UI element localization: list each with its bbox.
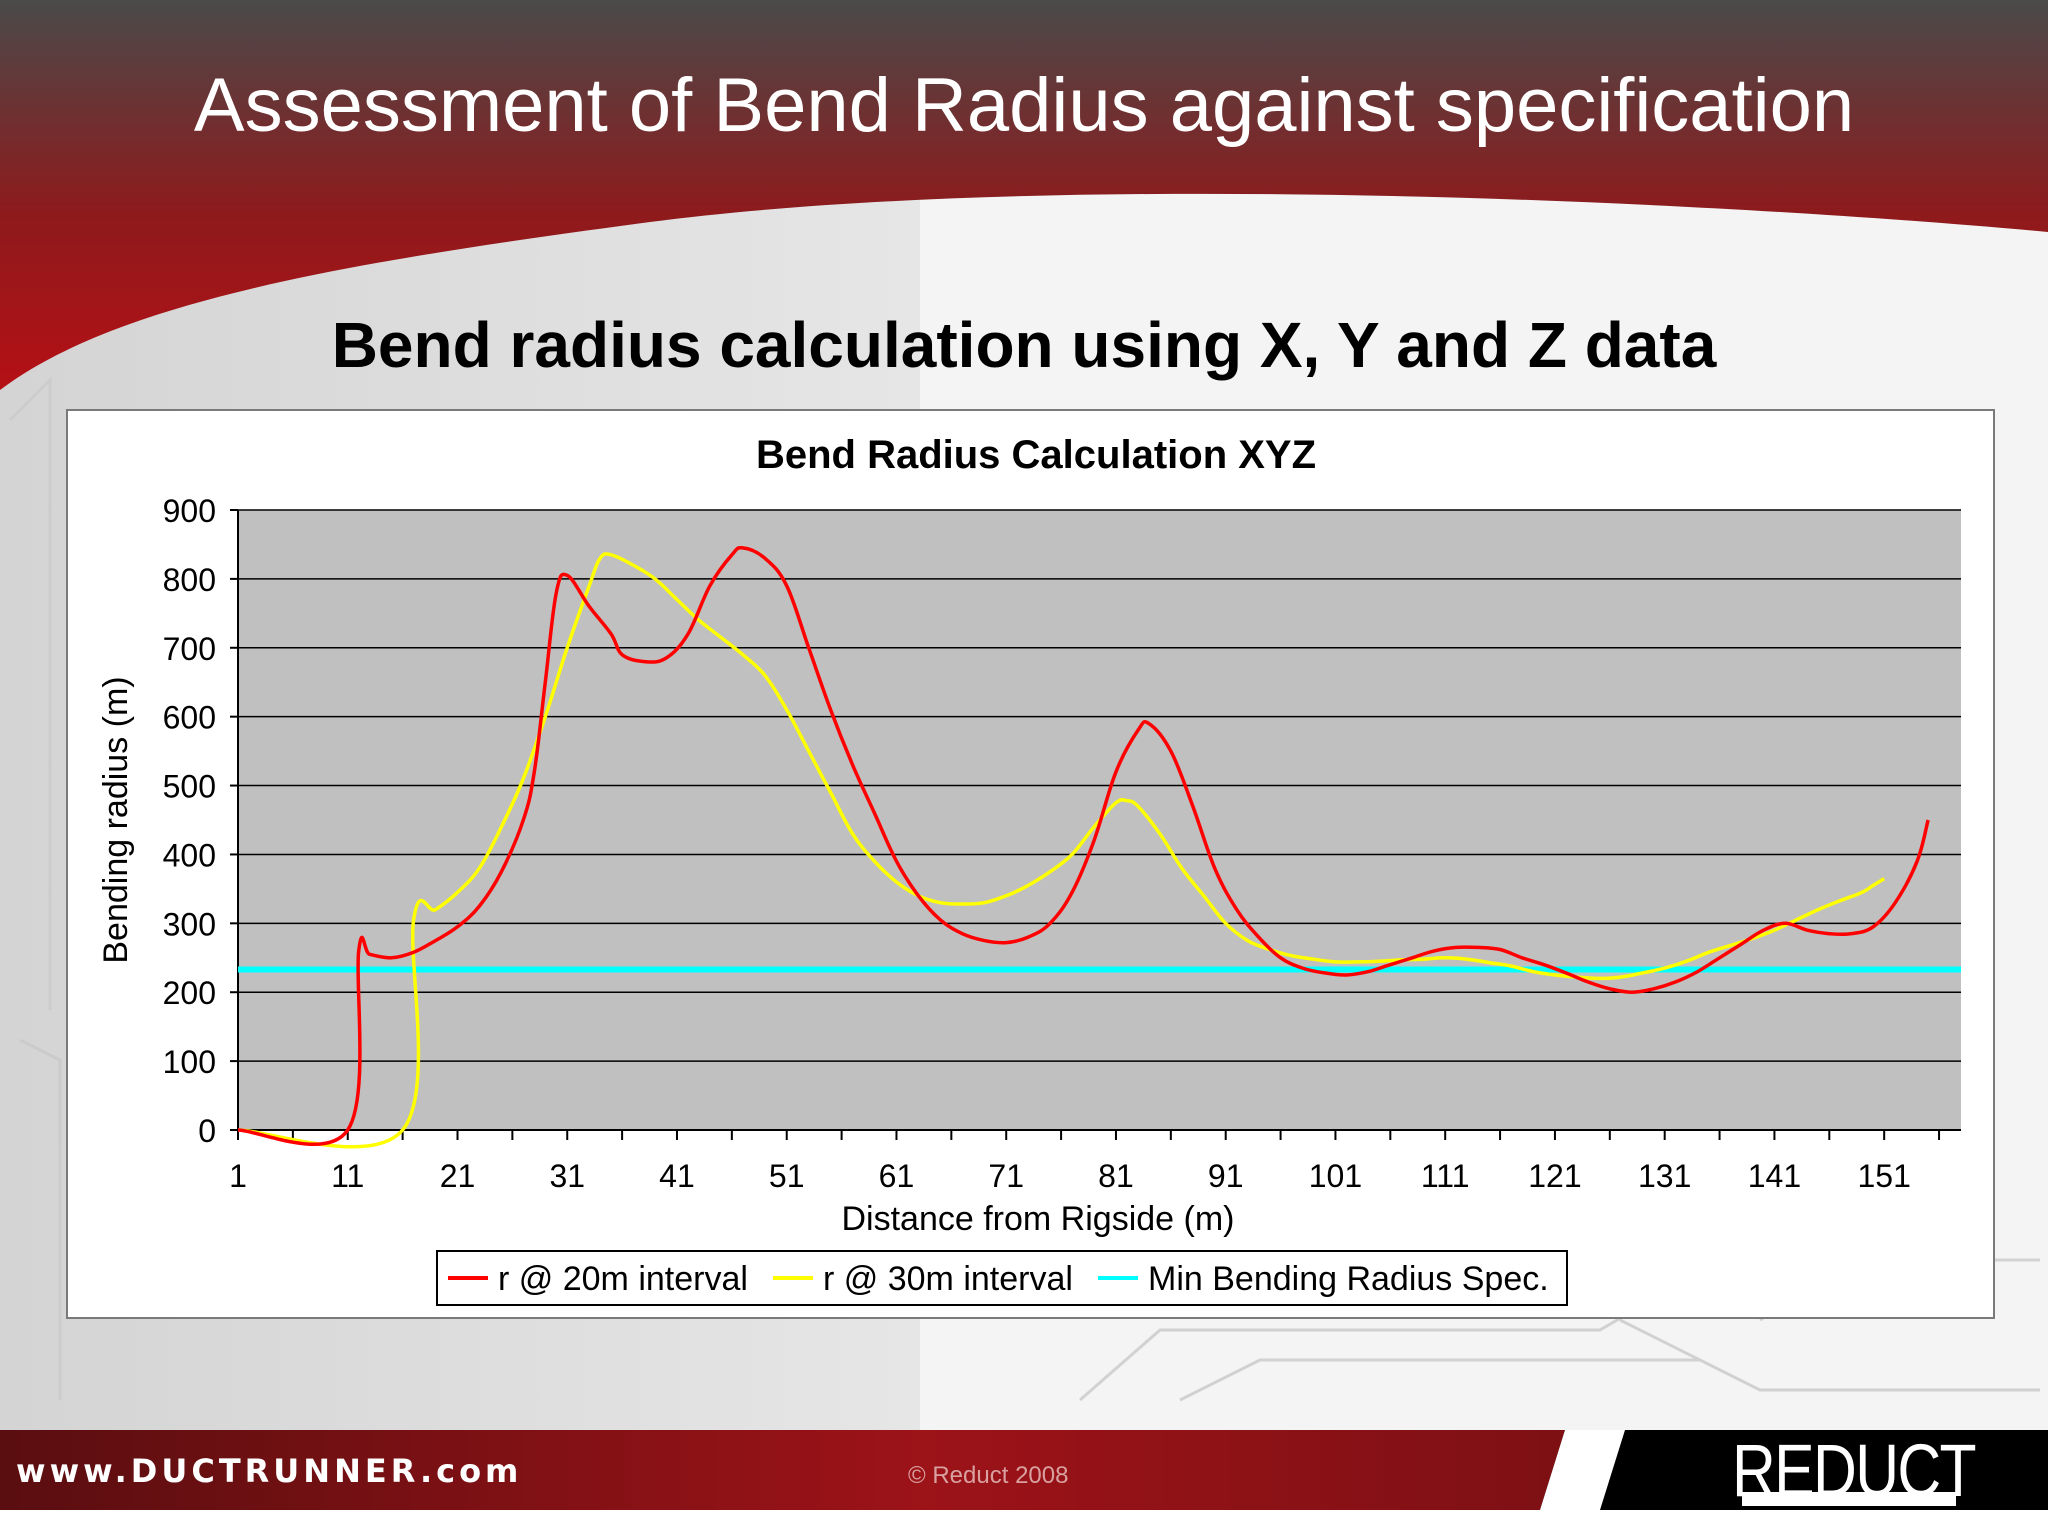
bend-radius-chart: Bend Radius Calculation XYZ 0 100 200 300 40… (97, 433, 1961, 1306)
y-tick-label: 400 (163, 837, 216, 873)
footer-website[interactable]: www.DUCTRUNNER.com (16, 1452, 523, 1490)
x-tick-label: 101 (1309, 1158, 1362, 1194)
x-tick-label: 141 (1748, 1158, 1801, 1194)
legend-label-20m: r @ 20m interval (498, 1260, 748, 1298)
y-axis-label: Bending radius (m) (97, 676, 135, 963)
y-tick-label: 600 (163, 700, 216, 736)
x-tick-label: 1 (229, 1158, 247, 1194)
series-line-20m (237, 545, 1930, 1147)
series-line-30m (237, 552, 1886, 1149)
x-tick-label: 81 (1098, 1158, 1134, 1194)
x-tick-label: 131 (1638, 1158, 1691, 1194)
x-tick-label: 111 (1421, 1158, 1470, 1194)
slide-subtitle: Bend radius calculation using X, Y and Z… (331, 309, 1717, 381)
x-tick-label: 21 (440, 1158, 476, 1194)
x-tick-label: 31 (549, 1158, 585, 1194)
chart-legend: r @ 20m interval r @ 30m interval Min Be… (436, 1250, 1568, 1306)
chart-title: Bend Radius Calculation XYZ (756, 433, 1316, 477)
y-tick-label: 100 (163, 1044, 216, 1080)
y-tick-label: 500 (163, 769, 216, 805)
slide-title: Assessment of Bend Radius against specif… (193, 63, 1855, 148)
legend-box (436, 1250, 1568, 1306)
x-tick-label: 41 (659, 1158, 695, 1194)
x-tick-label: 51 (769, 1158, 805, 1194)
y-tick-label: 700 (163, 631, 216, 667)
legend-label-spec: Min Bending Radius Spec. (1148, 1260, 1549, 1298)
chart-container: Bend Radius Calculation XYZ 0 100 200 300 40… (66, 409, 1995, 1319)
grid-lines (238, 509, 1961, 1062)
footer-copyright: © Reduct 2008 (908, 1462, 1069, 1489)
reduct-logo-underline (1742, 1492, 1956, 1506)
y-tick-label: 800 (163, 562, 216, 598)
y-tick-label: 0 (198, 1113, 216, 1149)
series-lines (237, 545, 1961, 1149)
x-tick-label: 71 (988, 1158, 1024, 1194)
y-tick-label: 300 (163, 906, 216, 942)
x-tick-label: 121 (1528, 1158, 1581, 1194)
y-tick-label: 200 (163, 975, 216, 1011)
x-axis-label: Distance from Rigside (m) (842, 1200, 1235, 1238)
x-tick-label: 11 (331, 1158, 364, 1194)
x-tick-label: 151 (1857, 1158, 1910, 1194)
legend-label-30m: r @ 30m interval (823, 1260, 1073, 1298)
x-tick-label: 61 (879, 1158, 915, 1194)
x-tick-label: 91 (1208, 1158, 1244, 1194)
y-tick-label: 900 (163, 493, 216, 529)
